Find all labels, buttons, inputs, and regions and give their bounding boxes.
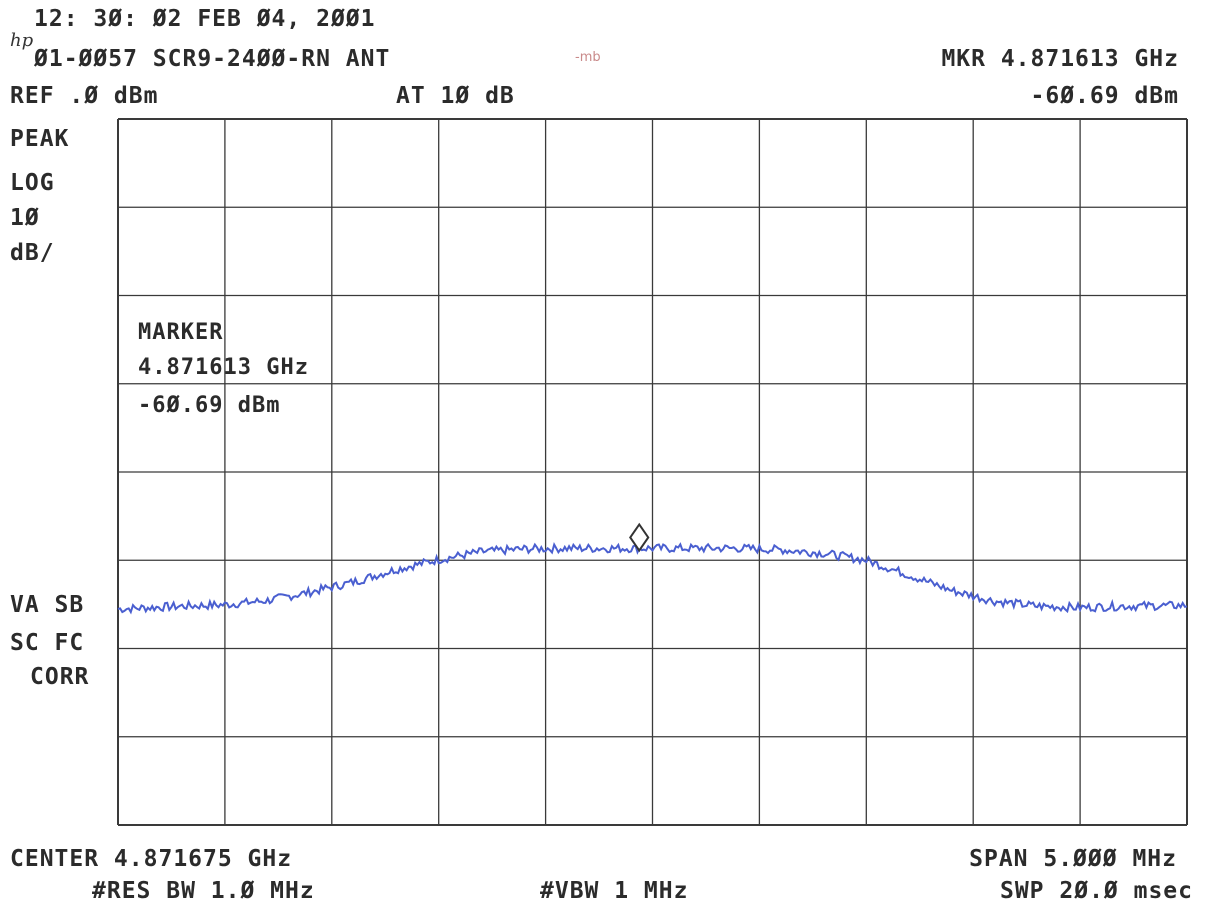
marker-level-readout: -6Ø.69 dBm [1030, 83, 1179, 109]
center-frequency: CENTER 4.871675 GHz [10, 846, 293, 872]
marker-diamond-icon [629, 522, 650, 553]
measurement-title: Ø1-ØØ57 SCR9-24ØØ-RN ANT [34, 46, 391, 72]
scale-type: LOG [10, 170, 55, 196]
handwritten-note: -mb [575, 50, 601, 65]
detector-mode: PEAK [10, 126, 70, 152]
status-flags-1: VA SB [10, 592, 85, 618]
plot-grid [117, 118, 1188, 826]
scale-unit: dB/ [10, 240, 55, 266]
marker-box-frequency: 4.871613 GHz [138, 355, 309, 380]
marker-box-title: MARKER [138, 320, 224, 345]
correction-flag: CORR [30, 664, 90, 690]
attenuation: AT 1Ø dB [396, 83, 515, 109]
status-flags-2: SC FC [10, 630, 85, 656]
sweep-time: SWP 2Ø.Ø msec [999, 878, 1193, 904]
reference-level: REF .Ø dBm [10, 83, 159, 109]
hp-logo-icon: hp [10, 30, 34, 51]
scale-value: 1Ø [10, 205, 40, 231]
trace-line [117, 542, 1188, 615]
timestamp: 12: 3Ø: Ø2 FEB Ø4, 2ØØ1 [34, 6, 376, 32]
video-bandwidth: #VBW 1 MHz [540, 878, 689, 904]
marker-box-level: -6Ø.69 dBm [138, 393, 281, 418]
marker-box-background [121, 300, 646, 470]
resolution-bandwidth: #RES BW 1.Ø MHz [92, 878, 315, 904]
span: SPAN 5.ØØØ MHz [969, 846, 1177, 872]
marker-frequency-readout: MKR 4.871613 GHz [941, 46, 1179, 72]
